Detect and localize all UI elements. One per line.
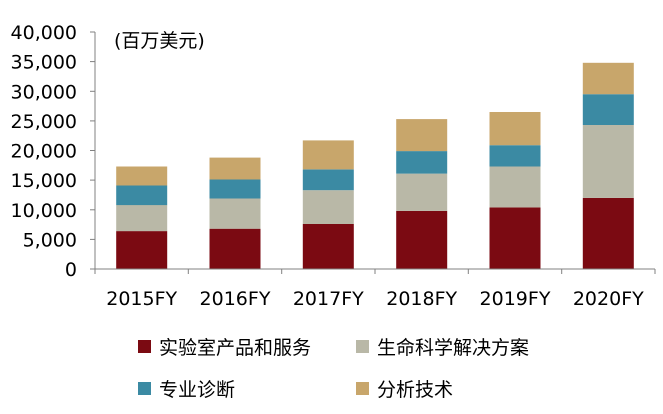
bar-segment-s2-2015FY (116, 185, 168, 206)
axes-layer: 2015FY 2016FY 2017FY 2018FY 2019FY 2020FY 0 5,0… (11, 22, 656, 310)
bar-segment-s0-2019FY (489, 207, 541, 269)
y-tick-label: 30,000 (11, 81, 77, 103)
bar-segment-s3-2018FY (396, 119, 448, 152)
bar-segment-s0-2016FY (209, 228, 261, 269)
bar-segment-s1-2020FY (582, 125, 634, 198)
y-tick-label: 0 (65, 259, 77, 281)
y-tick-label: 40,000 (11, 22, 77, 44)
bar-segment-s3-2020FY (582, 62, 634, 95)
bar-segment-s3-2019FY (489, 112, 541, 146)
bar-segment-s0-2015FY (116, 231, 168, 269)
y-tick-label: 15,000 (11, 170, 77, 192)
bar-segment-s1-2015FY (116, 205, 168, 232)
bar-segment-s1-2019FY (489, 166, 541, 208)
y-tick-label: 35,000 (11, 52, 77, 74)
bar-segment-s3-2015FY (116, 166, 168, 186)
y-tick-label: 25,000 (11, 111, 77, 133)
bar-segment-s1-2018FY (396, 173, 448, 211)
bar-segment-s0-2018FY (396, 210, 448, 269)
bar-segment-s2-2020FY (582, 94, 634, 125)
x-tick-label: 2020FY (573, 288, 644, 310)
bar-segment-s3-2017FY (302, 140, 354, 170)
bar-segment-s2-2018FY (396, 151, 448, 174)
bar-segment-s0-2017FY (302, 224, 354, 269)
bar-segment-s0-2020FY (582, 197, 634, 269)
x-tick-label: 2019FY (480, 288, 551, 310)
x-tick-label: 2018FY (386, 288, 457, 310)
unit-label: (百万美元) (114, 30, 205, 52)
bar-segment-s1-2016FY (209, 198, 261, 229)
bar-segment-s2-2017FY (302, 169, 354, 191)
bars-layer (116, 62, 634, 269)
y-tick-label: 20,000 (11, 141, 77, 163)
bar-segment-s3-2016FY (209, 157, 261, 180)
x-tick-label: 2017FY (293, 288, 364, 310)
y-tick-label: 10,000 (11, 200, 77, 222)
x-tick-label: 2016FY (200, 288, 271, 310)
x-tick-label: 2015FY (106, 288, 177, 310)
y-tick-label: 5,000 (23, 229, 77, 251)
bar-segment-s1-2017FY (302, 190, 354, 224)
bar-segment-s2-2019FY (489, 145, 541, 167)
bar-segment-s2-2016FY (209, 179, 261, 199)
